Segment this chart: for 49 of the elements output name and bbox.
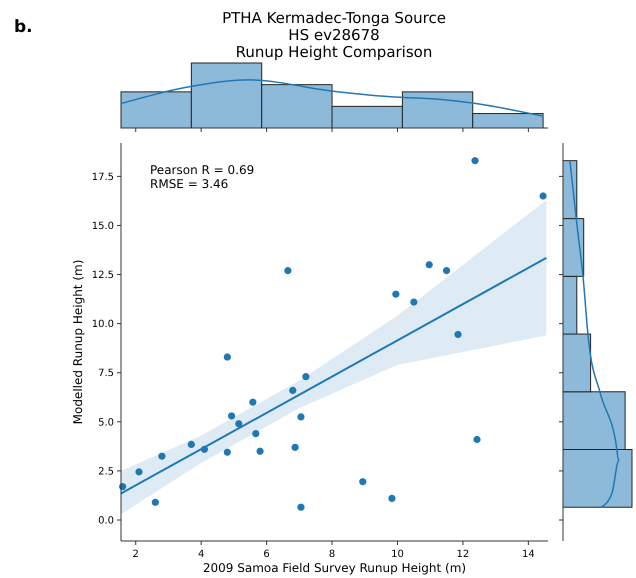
point: [471, 157, 479, 164]
y-tick-label: 12.5: [92, 270, 114, 282]
point: [539, 192, 547, 200]
x-axis-title: 2009 Samoa Field Survey Runup Height (m): [202, 561, 466, 575]
point: [224, 353, 231, 361]
point: [284, 267, 292, 274]
point: [188, 440, 195, 448]
chart-title: PTHA Kermadec-Tonga Source HS ev28678 Runup Height Comparison: [222, 9, 446, 61]
point: [410, 298, 418, 306]
point: [392, 290, 400, 298]
x-tick-label: 6: [263, 549, 270, 560]
point: [249, 398, 256, 406]
point: [289, 386, 296, 394]
point: [473, 436, 481, 444]
y-tick-label: 5.0: [98, 417, 114, 428]
point: [135, 468, 143, 476]
x-tick-label: 8: [328, 549, 336, 560]
point: [426, 261, 433, 268]
point: [388, 494, 396, 502]
point: [454, 330, 462, 338]
x-tick-label: 14: [522, 549, 535, 560]
point: [235, 420, 242, 428]
point: [158, 452, 166, 460]
y-tick-label: 7.5: [98, 368, 114, 380]
x-tick-label: 10: [391, 549, 404, 560]
y-tick-label: 15.0: [92, 220, 114, 232]
point: [297, 413, 305, 421]
x-tick-label: 2: [132, 549, 139, 560]
x-tick-label: 4: [198, 549, 204, 560]
point: [297, 504, 305, 511]
y-tick-label: 10.0: [92, 319, 114, 330]
text: b.: [14, 17, 33, 37]
y-axis-title: Modelled Runup Height (m): [71, 260, 85, 424]
point: [224, 448, 231, 456]
point: [291, 444, 299, 451]
line-series: [120, 256, 548, 494]
y-tick-label: 17.5: [92, 172, 114, 183]
annotation: RMSE = 3.46: [150, 177, 228, 191]
y-tick-label: 0.0: [98, 515, 114, 526]
point: [302, 373, 310, 380]
point: [152, 498, 159, 506]
y-tick-label: 2.5: [98, 466, 114, 478]
point: [359, 478, 366, 486]
annotation: Pearson R = 0.69: [150, 163, 254, 177]
point: [442, 267, 450, 274]
point: [228, 412, 236, 420]
point: [252, 430, 260, 438]
x-tick-label: 12: [456, 549, 470, 560]
point: [256, 448, 264, 455]
